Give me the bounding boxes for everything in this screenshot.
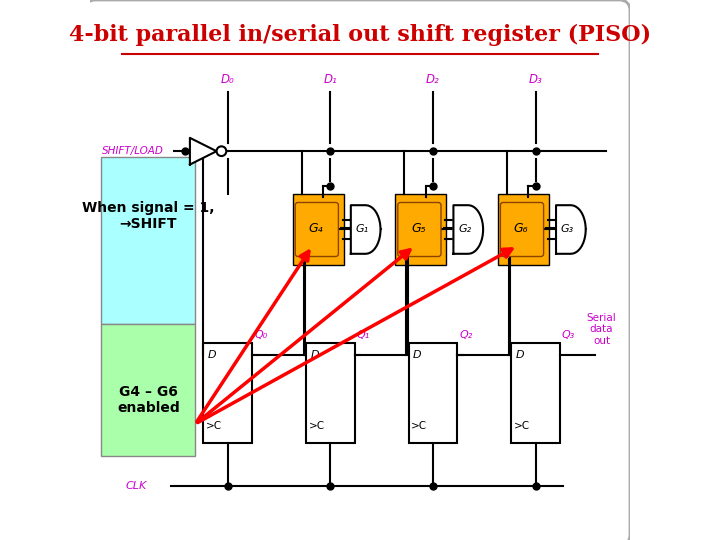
FancyBboxPatch shape [500, 202, 544, 256]
Text: 4-bit parallel in/serial out shift register (PISO): 4-bit parallel in/serial out shift regis… [69, 24, 651, 46]
Bar [306, 343, 354, 443]
Text: G₂: G₂ [458, 225, 472, 234]
Text: G₆: G₆ [513, 221, 528, 235]
Text: Q₃: Q₃ [562, 330, 575, 340]
FancyBboxPatch shape [84, 0, 630, 540]
Text: Q₀: Q₀ [254, 330, 267, 340]
Text: D: D [413, 350, 421, 360]
Bar [395, 194, 446, 265]
Text: >C: >C [206, 421, 222, 430]
Bar [101, 157, 195, 324]
Text: Serial
data
out: Serial data out [587, 313, 616, 346]
Text: D₀: D₀ [221, 73, 235, 86]
Text: G₃: G₃ [561, 225, 574, 234]
Text: G4 – G6
enabled: G4 – G6 enabled [117, 384, 180, 415]
Text: D₂: D₂ [426, 73, 440, 86]
Bar [203, 343, 252, 443]
Bar [409, 343, 457, 443]
Text: >C: >C [411, 421, 428, 430]
Polygon shape [351, 205, 380, 254]
FancyBboxPatch shape [397, 202, 441, 256]
Text: SHIFT/LOAD: SHIFT/LOAD [102, 146, 163, 156]
Text: D: D [208, 350, 216, 360]
Text: D: D [310, 350, 319, 360]
Text: CLK: CLK [125, 481, 146, 491]
Polygon shape [454, 205, 483, 254]
Bar [292, 194, 344, 265]
Text: G₄: G₄ [308, 221, 323, 235]
Text: Q₂: Q₂ [459, 330, 472, 340]
Polygon shape [556, 205, 585, 254]
Text: D₃: D₃ [528, 73, 542, 86]
Polygon shape [190, 138, 217, 165]
Text: D₁: D₁ [323, 73, 337, 86]
Bar [101, 324, 195, 456]
Text: G₅: G₅ [411, 221, 426, 235]
Text: G₁: G₁ [356, 225, 369, 234]
Text: When signal = 1,
→SHIFT: When signal = 1, →SHIFT [82, 201, 215, 231]
Circle shape [217, 146, 226, 156]
Bar [498, 194, 549, 265]
Bar [511, 343, 560, 443]
FancyBboxPatch shape [295, 202, 338, 256]
Text: D: D [516, 350, 524, 360]
Text: >C: >C [514, 421, 530, 430]
Text: Q₁: Q₁ [357, 330, 370, 340]
Text: >C: >C [309, 421, 325, 430]
